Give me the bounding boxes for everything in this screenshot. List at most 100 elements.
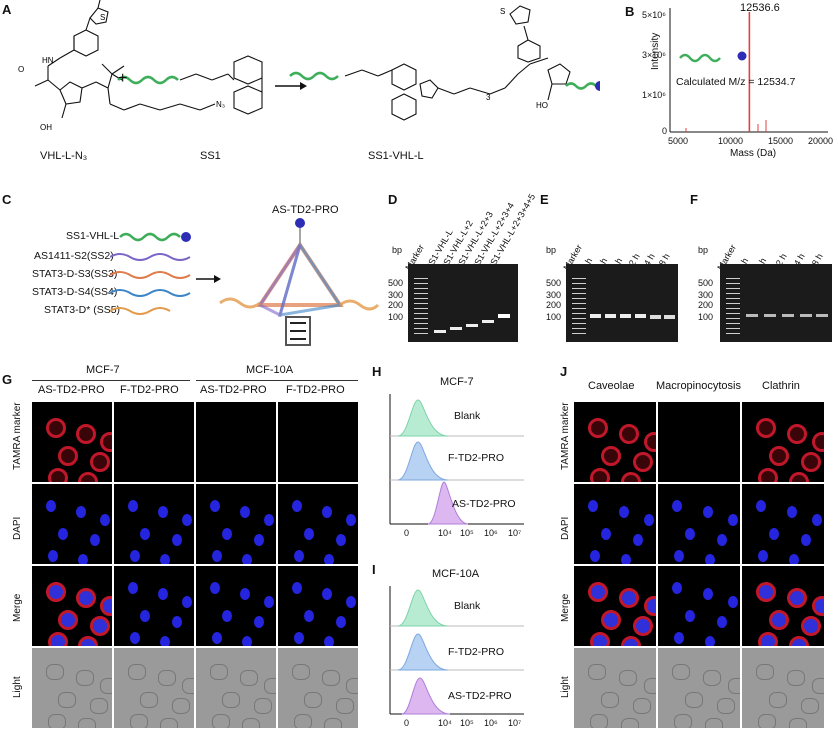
cell-spot (811, 596, 824, 616)
j-row-tamra: TAMRA marker (560, 402, 571, 470)
cell-spot (78, 472, 98, 482)
cell-spot (90, 452, 110, 472)
gel-e-band-0h (590, 314, 601, 318)
cell-spot (254, 698, 272, 714)
cell-spot (254, 534, 264, 546)
cell-spot (703, 588, 714, 600)
grid-j-tile-r3-c1 (658, 648, 740, 728)
panel-letter-j: J (560, 364, 568, 379)
cell-spot (590, 632, 611, 646)
gel-f-ladder-200: 200 (698, 300, 714, 310)
grid-g-tile-r2-c2 (196, 566, 276, 646)
cell-spot (672, 500, 683, 512)
dna-tetrahedron (219, 218, 380, 346)
cell-spot (242, 554, 252, 564)
cell-spot (222, 610, 232, 622)
cell-spot (703, 670, 722, 686)
strand-label-ss4: STAT3-D-S4(SS4) (32, 286, 118, 298)
cell-spot (621, 554, 632, 564)
i-title: MCF-10A (432, 568, 480, 580)
cell-spot (346, 514, 356, 526)
gel-d-ladder-300: 300 (388, 290, 404, 300)
cell-spot (619, 506, 630, 518)
label-ss1: SS1 (200, 150, 221, 162)
cell-spot (633, 452, 654, 472)
cell-spot (633, 698, 652, 714)
cell-spot (684, 610, 695, 622)
g-group-mcf7: MCF-7 (86, 364, 120, 376)
gel-f-ladder-500: 500 (698, 278, 714, 288)
ms-strand-icon (679, 53, 721, 63)
cell-spot (619, 424, 640, 444)
grid-j-tile-r3-c0 (574, 648, 656, 728)
ss1-dna-strand (117, 75, 179, 85)
cell-spot (787, 670, 806, 686)
cell-spot (78, 718, 96, 728)
cell-spot (264, 678, 276, 694)
ss1-ball-icon (181, 232, 191, 242)
group-hn: HN (42, 56, 54, 65)
cell-spot (787, 506, 798, 518)
h-xtick-6: 10⁶ (484, 528, 498, 538)
cell-spot (58, 528, 68, 540)
cell-spot (590, 714, 609, 728)
g-mcf7-line (32, 380, 190, 381)
h-xtick-0: 0 (404, 528, 410, 538)
ss1-dbco-structure (179, 55, 263, 115)
cell-spot (768, 528, 779, 540)
cell-spot (619, 670, 638, 686)
cell-spot (242, 636, 252, 646)
cell-spot (46, 664, 64, 680)
i-trace-as: AS-TD2-PRO (448, 690, 512, 702)
cell-spot (787, 588, 808, 608)
cell-spot (90, 698, 108, 714)
cell-spot (621, 472, 642, 482)
cell-spot (294, 714, 312, 728)
cell-spot (633, 616, 654, 636)
cell-spot (100, 678, 112, 694)
gel-f-ladder-100: 100 (698, 312, 714, 322)
gel-e-band-12h (635, 314, 646, 318)
cell-spot (222, 528, 232, 540)
cell-spot (78, 636, 98, 646)
grid-j-tile-r1-c1 (658, 484, 740, 564)
ss2-strand-icon (110, 253, 191, 261)
cell-spot (304, 610, 314, 622)
grid-g-tile-r0-c2 (196, 402, 276, 482)
group-oh: OH (40, 123, 52, 132)
conjugate-vhl-ball (595, 81, 600, 91)
g-group-mcf10a: MCF-10A (246, 364, 294, 376)
cell-spot (643, 596, 656, 616)
cell-spot (46, 500, 56, 512)
tetrahedron-title: AS-TD2-PRO (272, 204, 339, 216)
cell-spot (600, 692, 619, 708)
gel-d-band-1 (434, 330, 446, 333)
cell-spot (811, 514, 822, 526)
ms-peak-label: 12536.6 (740, 2, 780, 14)
ss5-strand-icon (110, 307, 171, 315)
cell-spot (264, 596, 274, 608)
cell-spot (801, 452, 822, 472)
cell-spot (128, 664, 146, 680)
cell-spot (768, 610, 789, 630)
chemical-scheme: O HN S OH N₃ S HO 3 (18, 0, 600, 132)
i-xtick-5: 10⁵ (460, 718, 474, 728)
j-row-light: Light (560, 676, 571, 698)
cell-spot (254, 616, 264, 628)
gel-d (408, 264, 518, 342)
grid-g-tile-r1-c2 (196, 484, 276, 564)
grid-g-tile-r2-c1 (114, 566, 194, 646)
gel-e-band-6h (620, 314, 631, 318)
cell-spot (590, 550, 601, 562)
ms-xtick-5000: 5000 (668, 136, 689, 146)
cell-spot (76, 506, 86, 518)
label-vhl-l-n3: VHL-L-N₃ (40, 150, 88, 162)
cell-spot (801, 698, 820, 714)
gel-f (720, 264, 832, 342)
h-trace-as: AS-TD2-PRO (452, 498, 516, 510)
gel-e-ladder-100: 100 (546, 312, 562, 322)
gel-e-ladder-500: 500 (546, 278, 562, 288)
flow-h-as-peak (427, 481, 469, 525)
cell-spot (158, 588, 168, 600)
gel-f-band-24h (800, 314, 812, 317)
